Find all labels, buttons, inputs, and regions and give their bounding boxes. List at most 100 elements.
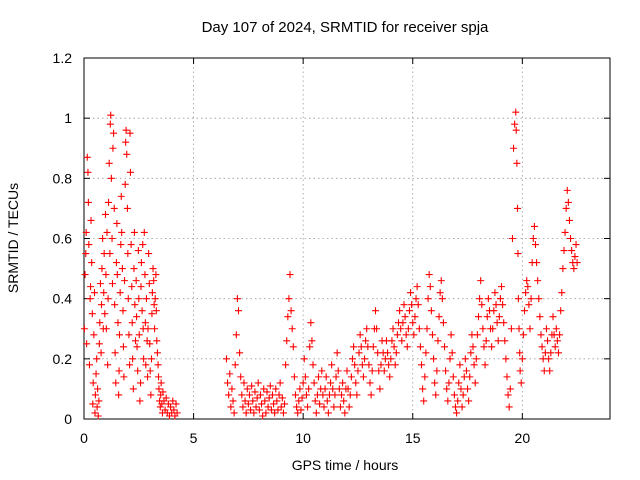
data-point xyxy=(93,355,101,363)
data-point xyxy=(398,337,406,345)
data-point xyxy=(230,409,238,417)
data-point xyxy=(384,349,392,357)
data-point xyxy=(111,301,119,309)
data-point xyxy=(288,325,296,333)
data-point xyxy=(335,385,343,393)
x-tick-label: 10 xyxy=(295,430,311,446)
data-point xyxy=(480,343,488,351)
data-point xyxy=(333,349,341,357)
data-point xyxy=(101,310,109,318)
data-point xyxy=(125,331,133,339)
data-point xyxy=(441,343,449,351)
data-point xyxy=(279,409,287,417)
data-point xyxy=(403,343,411,351)
data-point xyxy=(231,361,239,369)
data-point xyxy=(294,409,302,417)
data-point xyxy=(117,192,125,200)
data-point xyxy=(265,394,273,402)
data-point xyxy=(484,295,492,303)
data-point xyxy=(427,307,435,315)
data-point xyxy=(260,385,268,393)
data-point xyxy=(380,367,388,375)
data-point xyxy=(396,307,404,315)
x-tick-label: 20 xyxy=(515,430,531,446)
data-point xyxy=(340,397,348,405)
data-point xyxy=(336,403,344,411)
data-point xyxy=(116,331,124,339)
data-point xyxy=(139,241,147,249)
data-point xyxy=(128,319,136,327)
data-point xyxy=(435,313,443,321)
data-point xyxy=(96,319,104,327)
data-point xyxy=(418,361,426,369)
data-point xyxy=(116,289,124,297)
data-point xyxy=(146,340,154,348)
data-point xyxy=(148,310,156,318)
data-point xyxy=(537,331,545,339)
data-point xyxy=(135,331,143,339)
data-point xyxy=(355,349,363,357)
data-point xyxy=(338,391,346,399)
data-point xyxy=(270,400,278,408)
data-point xyxy=(390,343,398,351)
data-point xyxy=(258,400,266,408)
data-point xyxy=(298,394,306,402)
data-point xyxy=(559,265,567,273)
data-point xyxy=(170,406,178,414)
data-point xyxy=(282,361,290,369)
data-point xyxy=(408,301,416,309)
data-point xyxy=(106,120,114,128)
data-point xyxy=(312,409,320,417)
data-point xyxy=(553,337,561,345)
data-point xyxy=(121,277,129,285)
data-point xyxy=(428,331,436,339)
data-point xyxy=(400,301,408,309)
data-point xyxy=(162,394,170,402)
data-point xyxy=(388,337,396,345)
data-point xyxy=(108,235,116,242)
data-point xyxy=(118,265,126,273)
data-point xyxy=(121,180,129,188)
data-point xyxy=(112,259,120,267)
data-point xyxy=(465,397,473,405)
data-point xyxy=(511,120,519,128)
data-point xyxy=(262,409,270,417)
data-point xyxy=(389,325,397,333)
data-point xyxy=(278,394,286,402)
data-point xyxy=(572,241,580,249)
data-point xyxy=(354,367,362,375)
data-point xyxy=(98,265,106,273)
data-point xyxy=(451,403,459,411)
data-point xyxy=(397,325,405,333)
data-point xyxy=(560,247,568,255)
data-point xyxy=(571,253,579,261)
data-point xyxy=(88,259,96,267)
data-point xyxy=(102,325,110,333)
data-point xyxy=(118,228,126,236)
data-point xyxy=(454,397,462,405)
data-point xyxy=(151,295,159,303)
data-point xyxy=(422,349,430,357)
data-point xyxy=(392,349,400,357)
data-point xyxy=(148,355,156,363)
data-point xyxy=(250,409,258,417)
data-point xyxy=(100,289,108,297)
data-point xyxy=(491,289,499,297)
data-point xyxy=(311,397,319,405)
data-point xyxy=(431,379,439,387)
data-point xyxy=(136,397,144,405)
data-point xyxy=(549,313,557,321)
data-point xyxy=(229,397,237,405)
data-point xyxy=(286,271,294,279)
data-point xyxy=(413,283,421,291)
data-point xyxy=(226,370,234,378)
data-point xyxy=(87,216,95,224)
data-point xyxy=(570,265,578,273)
data-point xyxy=(225,391,233,399)
data-point xyxy=(517,379,525,387)
data-point xyxy=(339,379,347,387)
data-point xyxy=(547,349,555,357)
data-point xyxy=(147,391,155,399)
data-point xyxy=(152,307,160,315)
data-point xyxy=(552,325,560,333)
